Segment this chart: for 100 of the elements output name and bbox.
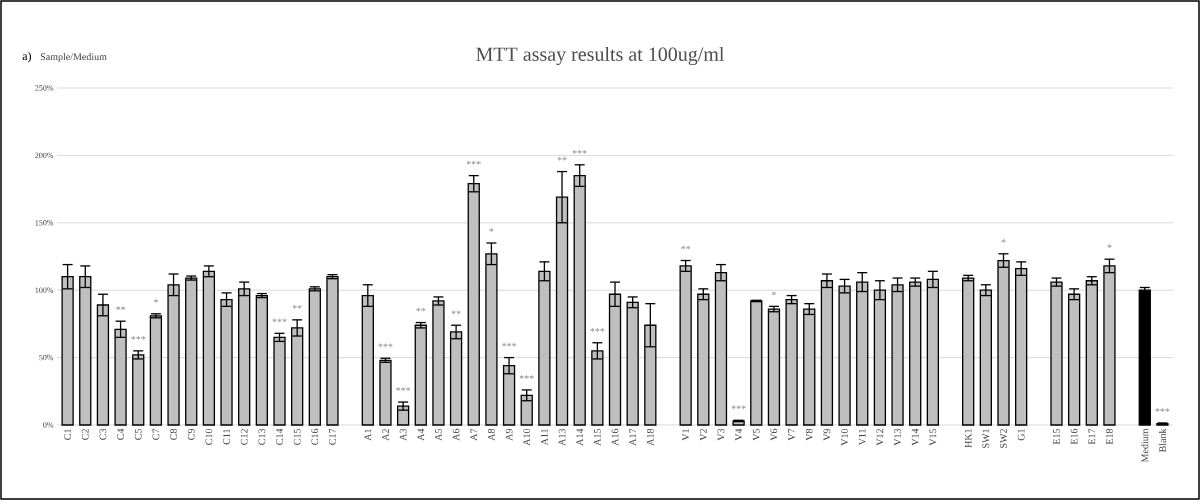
x-tick-label: E16	[1070, 428, 1078, 445]
bar	[608, 293, 622, 426]
x-tick-label: C8	[170, 428, 177, 440]
x-tick-label: C9	[187, 428, 195, 440]
bar	[308, 288, 321, 426]
x-tick-label: V2	[699, 429, 707, 441]
bar	[785, 298, 798, 426]
y-tick-label: 50%	[39, 354, 54, 361]
x-tick-label: V8	[805, 428, 813, 441]
x-tick-label: A10	[523, 428, 531, 446]
x-tick-label: G1	[1017, 429, 1025, 441]
x-tick-label: V11	[858, 429, 866, 446]
annotation: **	[451, 310, 461, 315]
bar	[909, 281, 922, 426]
annotation: *	[771, 291, 776, 296]
x-tick-label: C16	[311, 428, 319, 445]
annotation: ***	[731, 405, 746, 410]
x-tick-label: A5	[435, 428, 442, 441]
x-tick-label: C7	[152, 428, 160, 440]
bar	[185, 277, 198, 426]
bar	[538, 270, 551, 426]
bar	[962, 277, 975, 426]
x-tick-label: C14	[276, 428, 283, 445]
x-tick-label: E15	[1053, 428, 1060, 445]
x-tick-label: A7	[470, 428, 478, 441]
x-tick-label: A8	[488, 428, 495, 441]
bar	[926, 278, 940, 426]
annotation: **	[681, 245, 691, 250]
x-tick-label: C11	[223, 429, 230, 445]
bar	[1067, 293, 1081, 426]
annotation: *	[1001, 239, 1006, 243]
x-tick-label: E18	[1106, 428, 1113, 445]
bar	[679, 265, 692, 426]
bar	[750, 300, 763, 426]
x-tick-label: V4	[735, 428, 742, 441]
x-tick-label: Blank	[1158, 428, 1166, 453]
bar	[520, 394, 533, 426]
x-tick-label: V12	[876, 429, 884, 446]
x-tick-label: E17	[1088, 428, 1096, 445]
annotation: ***	[272, 318, 287, 323]
x-tick-label: C17	[329, 428, 336, 445]
annotation: **	[557, 156, 567, 161]
y-tick-label: 0%	[43, 422, 54, 428]
y-tick-label: 250%	[35, 85, 54, 91]
y-tick-label: 100%	[35, 287, 54, 293]
x-tick-label: HK1	[964, 429, 972, 448]
x-tick-label: A14	[576, 428, 583, 446]
annotation: ***	[502, 342, 517, 347]
text: a)	[22, 51, 32, 63]
x-tick-label: A3	[399, 428, 407, 441]
bar	[1085, 280, 1098, 426]
x-tick-label: A17	[629, 428, 636, 446]
bar	[1050, 281, 1063, 426]
x-tick-label: V9	[823, 428, 831, 441]
bar	[202, 270, 216, 426]
x-tick-label: C12	[240, 429, 248, 445]
bar	[414, 324, 427, 426]
x-tick-label: V13	[894, 428, 901, 446]
x-tick-label: A18	[646, 428, 654, 446]
bar	[273, 336, 286, 426]
bar	[644, 324, 657, 426]
x-tick-label: V7	[788, 428, 795, 441]
bar	[132, 354, 145, 426]
annotation: **	[416, 307, 426, 312]
bar	[255, 294, 268, 426]
bar	[432, 300, 445, 426]
x-tick-label: C5	[134, 428, 142, 440]
annotation: *	[153, 299, 158, 303]
bar	[697, 293, 710, 426]
x-tick-label: V3	[717, 428, 725, 441]
x-tick-label: A6	[452, 428, 460, 441]
annotation: ***	[1155, 408, 1170, 412]
x-tick-label: A11	[541, 429, 548, 446]
x-tick-label: C10	[205, 428, 213, 445]
x-tick-label: A16	[611, 428, 619, 446]
annotation: ***	[466, 160, 481, 165]
x-tick-label: C1	[64, 429, 71, 440]
y-tick-label: 150%	[35, 220, 54, 226]
x-tick-label: C3	[99, 428, 107, 440]
y-axis-title: Sample/Medium	[40, 53, 107, 63]
x-tick-label: A13	[558, 428, 566, 446]
annotation: ***	[590, 328, 605, 332]
bar	[379, 359, 392, 426]
bar	[396, 405, 410, 426]
annotation: **	[292, 305, 302, 309]
x-tick-label: C2	[81, 429, 89, 440]
annotation: **	[116, 306, 126, 311]
x-tick-label: V10	[841, 428, 848, 446]
bar	[220, 298, 233, 426]
bar	[555, 196, 569, 426]
bar	[979, 289, 992, 426]
x-tick-label: A15	[594, 428, 601, 446]
bar	[873, 289, 887, 426]
x-tick-label: V15	[929, 428, 937, 446]
x-tick-label: A1	[364, 429, 372, 441]
bar	[767, 308, 781, 426]
chart-title: MTT assay results at 100ug/ml	[476, 46, 725, 66]
x-tick-label: SW1	[982, 429, 990, 448]
bar	[326, 276, 339, 426]
bar	[626, 301, 639, 426]
